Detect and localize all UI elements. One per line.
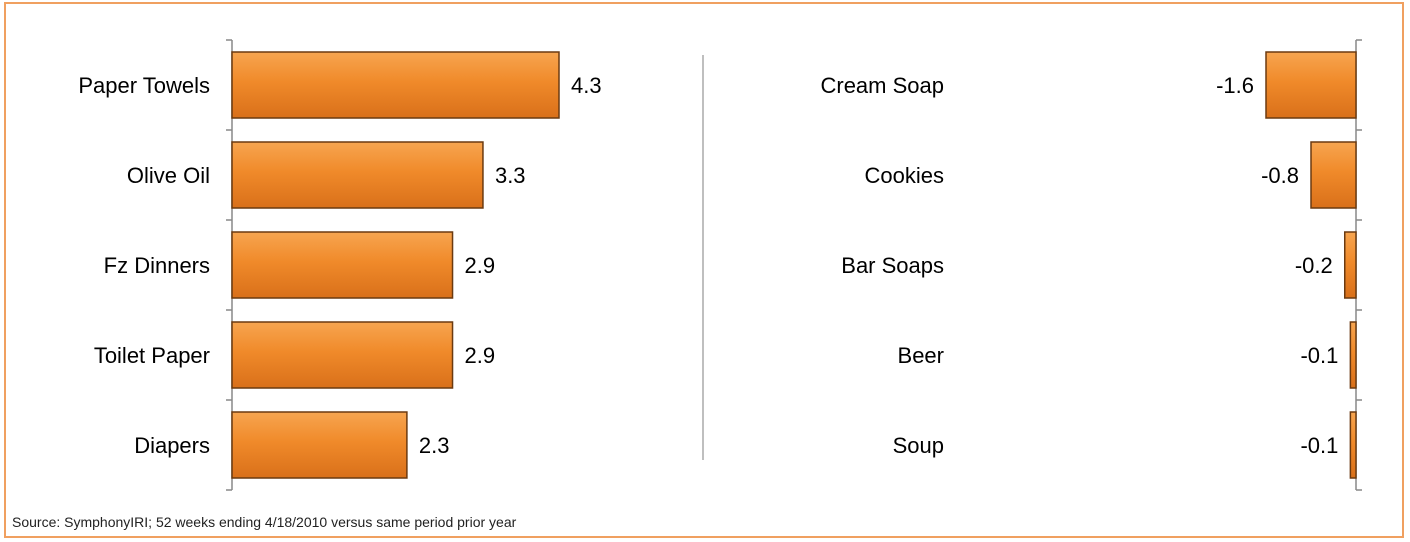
bar-diapers <box>231 411 408 479</box>
category-label-olive-oil: Olive Oil <box>127 163 210 188</box>
bar-beer <box>1349 321 1357 389</box>
right-bar-chart: Cream Soap -1.6 Cookies -0.8 Bar Soaps -0.2 Be… <box>820 39 1362 491</box>
value-label-diapers: 2.3 <box>419 433 450 458</box>
source-note: Source: SymphonyIRI; 52 weeks ending 4/1… <box>12 514 517 530</box>
category-label-fz-dinners: Fz Dinners <box>104 253 210 278</box>
category-label-toilet-paper: Toilet Paper <box>94 343 210 368</box>
bar-paper-towels <box>231 51 560 119</box>
value-label-soup: -0.1 <box>1300 433 1338 458</box>
value-label-fz-dinners: 2.9 <box>465 253 496 278</box>
category-label-cream-soap: Cream Soap <box>820 73 944 98</box>
value-label-cookies: -0.8 <box>1261 163 1299 188</box>
category-label-bar-soaps: Bar Soaps <box>841 253 944 278</box>
left-bar-chart: Paper Towels 4.3 Olive Oil 3.3 Fz Dinners 2.9… <box>78 39 602 491</box>
category-label-paper-towels: Paper Towels <box>78 73 210 98</box>
bar-cream-soap <box>1265 51 1357 119</box>
bar-toilet-paper <box>231 321 454 389</box>
category-label-beer: Beer <box>898 343 944 368</box>
value-label-olive-oil: 3.3 <box>495 163 526 188</box>
value-label-bar-soaps: -0.2 <box>1295 253 1333 278</box>
value-label-toilet-paper: 2.9 <box>465 343 496 368</box>
value-label-beer: -0.1 <box>1300 343 1338 368</box>
bar-olive-oil <box>231 141 484 209</box>
category-label-diapers: Diapers <box>134 433 210 458</box>
bar-soup <box>1349 411 1357 479</box>
category-label-soup: Soup <box>893 433 944 458</box>
category-label-cookies: Cookies <box>865 163 944 188</box>
bar-cookies <box>1310 141 1357 209</box>
value-label-cream-soap: -1.6 <box>1216 73 1254 98</box>
bar-fz-dinners <box>231 231 454 299</box>
bar-bar-soaps <box>1344 231 1357 299</box>
value-label-paper-towels: 4.3 <box>571 73 602 98</box>
